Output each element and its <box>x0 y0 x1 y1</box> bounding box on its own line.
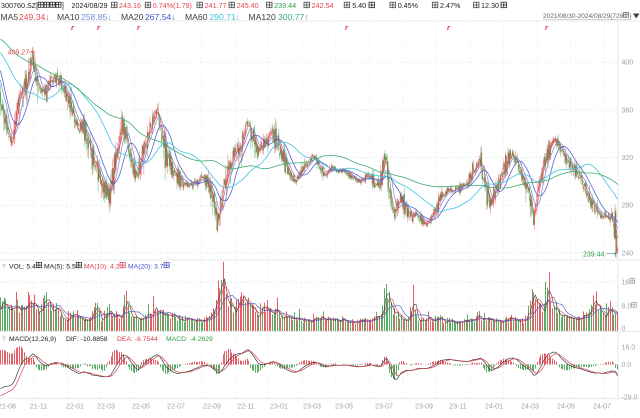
svg-text:MA(10): 4.2: MA(10): 4.2 <box>84 263 120 270</box>
svg-text:22-03: 22-03 <box>97 404 115 411</box>
svg-text:MA(20): 3.7: MA(20): 3.7 <box>128 263 164 270</box>
svg-text:240: 240 <box>622 250 634 257</box>
svg-text:24-05: 24-05 <box>557 404 575 411</box>
svg-text:?: ? <box>2 336 6 343</box>
svg-text:0.0: 0.0 <box>622 362 632 369</box>
svg-text:400: 400 <box>622 60 634 67</box>
svg-text:280: 280 <box>622 203 634 210</box>
svg-text:8.0: 8.0 <box>622 304 632 311</box>
svg-text:r: r <box>345 23 349 32</box>
svg-text:MA60: MA60 <box>185 12 208 22</box>
svg-text:MA(5): 5.5: MA(5): 5.5 <box>44 263 76 270</box>
svg-text:0: 0 <box>622 326 626 333</box>
svg-text:DEA: -8.7544: DEA: -8.7544 <box>117 336 158 343</box>
svg-text:22-01: 22-01 <box>66 404 84 411</box>
svg-text:409.27: 409.27 <box>8 50 30 57</box>
svg-text:MACD(12,26,9): MACD(12,26,9) <box>9 336 56 343</box>
svg-text:DIF: -10.8858: DIF: -10.8858 <box>66 336 108 343</box>
svg-text:r: r <box>137 23 141 32</box>
svg-text:23-01: 23-01 <box>270 404 288 411</box>
svg-text:24-07: 24-07 <box>593 404 611 411</box>
svg-text:MACD: -4.2629: MACD: -4.2629 <box>166 336 213 343</box>
svg-text:320: 320 <box>622 155 634 162</box>
svg-text:22-07: 22-07 <box>167 404 185 411</box>
svg-text:241.77: 241.77 <box>205 1 227 10</box>
svg-text:MA20: MA20 <box>121 12 144 22</box>
svg-text:245.40: 245.40 <box>237 1 259 10</box>
svg-text:243.16: 243.16 <box>119 1 141 10</box>
svg-text:MA120: MA120 <box>249 12 276 22</box>
svg-text:24-03: 24-03 <box>521 404 539 411</box>
svg-text:23-03: 23-03 <box>303 404 321 411</box>
svg-text:300.77↑: 300.77↑ <box>278 12 309 22</box>
svg-text:300760.SZ[: 300760.SZ[ <box>1 1 38 10</box>
svg-text:12.30: 12.30 <box>481 1 499 10</box>
svg-text:23-07: 23-07 <box>375 404 393 411</box>
svg-text:0.74%(1.79): 0.74%(1.79) <box>153 1 192 10</box>
svg-text:VOL: 5.4: VOL: 5.4 <box>9 263 36 270</box>
svg-text:258.85↓: 258.85↓ <box>81 12 112 22</box>
svg-text:0.45%: 0.45% <box>398 1 419 10</box>
svg-text:23-11: 23-11 <box>449 404 466 411</box>
svg-text:22-05: 22-05 <box>132 404 150 411</box>
svg-text:2024/08/29: 2024/08/29 <box>72 1 108 10</box>
svg-text:267.54↓: 267.54↓ <box>145 12 176 22</box>
svg-text:360: 360 <box>622 107 634 114</box>
svg-text:22-09: 22-09 <box>203 404 221 411</box>
svg-text:22-11: 22-11 <box>237 404 254 411</box>
svg-text:239.44: 239.44 <box>583 251 605 258</box>
svg-text:24-01: 24-01 <box>485 404 503 411</box>
svg-text:21-11: 21-11 <box>30 404 47 411</box>
svg-text:239.44: 239.44 <box>274 1 296 10</box>
svg-text:2021/08/30-2024/08/29(728: 2021/08/30-2024/08/29(728 <box>543 13 624 20</box>
svg-text:23-05: 23-05 <box>335 404 353 411</box>
svg-text:r: r <box>97 23 101 32</box>
svg-text:23-09: 23-09 <box>415 404 433 411</box>
svg-text:2.47%: 2.47% <box>440 1 461 10</box>
svg-text:290.71↓: 290.71↓ <box>210 12 241 22</box>
svg-text:?: ? <box>2 263 6 270</box>
svg-text:16.0: 16.0 <box>622 345 636 352</box>
svg-text:-29.0: -29.0 <box>622 395 638 402</box>
svg-text:): ) <box>629 13 631 20</box>
svg-text:r: r <box>545 23 549 32</box>
svg-text:]: ] <box>62 1 64 10</box>
svg-text:249.34↓: 249.34↓ <box>19 12 50 22</box>
svg-text:16: 16 <box>622 280 630 287</box>
svg-text:r: r <box>447 23 451 32</box>
svg-text:MA5: MA5 <box>1 12 19 22</box>
svg-text:r: r <box>71 23 75 32</box>
svg-text:5.40: 5.40 <box>352 1 366 10</box>
svg-text:21-08: 21-08 <box>0 404 16 411</box>
svg-text:MA10: MA10 <box>57 12 80 22</box>
svg-text:242.54: 242.54 <box>312 1 334 10</box>
